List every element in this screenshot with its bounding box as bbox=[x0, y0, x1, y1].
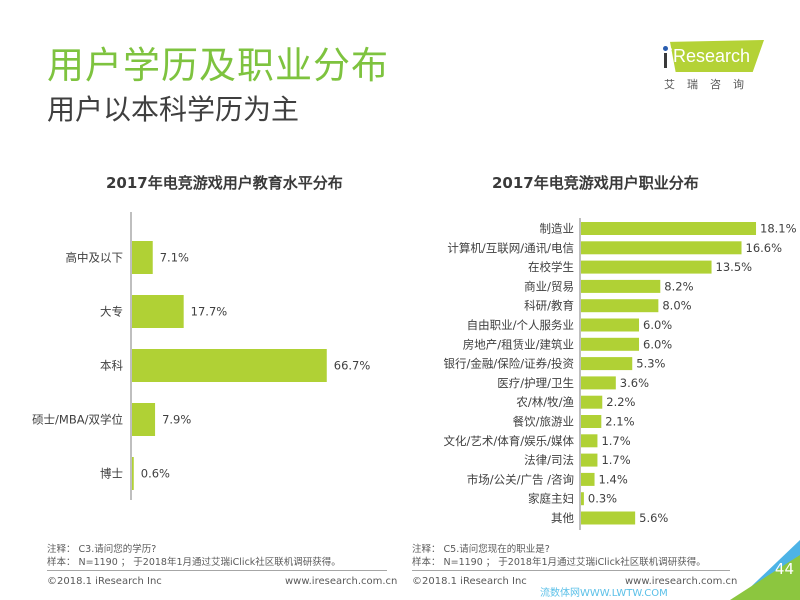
education-chart-title: 2017年电竞游戏用户教育水平分布 bbox=[106, 174, 343, 192]
occupation-bar bbox=[581, 260, 712, 274]
occupation-category-label: 其他 bbox=[551, 511, 574, 525]
occupation-category-label: 计算机/互联网/通讯/电信 bbox=[447, 241, 574, 255]
occupation-bar bbox=[581, 395, 603, 409]
footer-divider-right bbox=[412, 570, 730, 571]
occupation-value-label: 16.6% bbox=[746, 241, 783, 255]
footer-website-right[interactable]: www.iresearch.com.cn bbox=[625, 576, 738, 587]
footer-copyright-left: ©2018.1 iResearch Inc bbox=[47, 576, 162, 587]
occupation-value-label: 1.7% bbox=[601, 434, 630, 448]
occupation-bar bbox=[581, 222, 757, 235]
page-number: 44 bbox=[774, 560, 794, 578]
education-value-label: 66.7% bbox=[334, 359, 371, 373]
occupation-bar bbox=[581, 453, 598, 467]
occupation-category-label: 自由职业/个人服务业 bbox=[467, 318, 574, 332]
occupation-bar bbox=[581, 434, 598, 448]
logo-i-stem bbox=[664, 53, 667, 68]
education-value-label: 0.6% bbox=[141, 467, 170, 481]
occupation-category-label: 家庭主妇 bbox=[528, 492, 574, 506]
occupation-value-label: 5.3% bbox=[636, 357, 665, 371]
occupation-value-label: 5.6% bbox=[639, 511, 668, 525]
education-value-label: 7.9% bbox=[162, 413, 191, 427]
occupation-bar bbox=[581, 357, 633, 371]
occupation-category-label: 法律/司法 bbox=[524, 453, 574, 467]
occupation-value-label: 2.2% bbox=[606, 395, 635, 409]
occupation-category-label: 银行/金融/保险/证券/投资 bbox=[444, 357, 575, 371]
occupation-value-label: 3.6% bbox=[620, 376, 649, 390]
watermark-text: 流数体网WWW.LWTW.COM bbox=[540, 588, 668, 599]
occupation-category-label: 医疗/护理/卫生 bbox=[497, 376, 574, 390]
occupation-bar bbox=[581, 318, 640, 332]
occupation-value-label: 0.3% bbox=[588, 492, 617, 506]
iresearch-logo: iResearch 艾瑞咨询 bbox=[656, 40, 768, 96]
occupation-bar bbox=[581, 492, 584, 506]
occupation-bar bbox=[581, 299, 659, 313]
page-subtitle: 用户以本科学历为主 bbox=[47, 93, 300, 126]
logo-wordmark: iResearch bbox=[669, 46, 751, 66]
education-sample-line: 样本： N=1190 ； 于2018年1月通过艾瑞iClick社区联机调研获得。 bbox=[47, 557, 341, 568]
education-note: 注释： C3.请问您的学历? 样本： N=1190 ； 于2018年1月通过艾瑞… bbox=[47, 543, 341, 569]
education-category-label: 本科 bbox=[100, 359, 123, 373]
occupation-chart-title: 2017年电竞游戏用户职业分布 bbox=[492, 174, 699, 192]
footer-divider-left bbox=[47, 570, 387, 571]
occupation-note-line: 注释： C5.请问您现在的职业是? bbox=[412, 544, 550, 555]
page-title: 用户学历及职业分布 bbox=[47, 44, 389, 87]
education-note-line: 注释： C3.请问您的学历? bbox=[47, 544, 157, 555]
occupation-category-label: 餐饮/旅游业 bbox=[513, 415, 574, 429]
occupation-value-label: 8.2% bbox=[664, 279, 693, 293]
occupation-bar bbox=[581, 279, 661, 293]
education-value-label: 17.7% bbox=[191, 305, 228, 319]
education-bar bbox=[132, 241, 153, 274]
occupation-value-label: 1.7% bbox=[601, 453, 630, 467]
occupation-category-label: 科研/教育 bbox=[524, 299, 574, 313]
occupation-bar bbox=[581, 415, 602, 428]
logo-chinese: 艾瑞咨询 bbox=[664, 78, 756, 91]
education-bar bbox=[132, 457, 134, 490]
logo-dot-icon bbox=[663, 46, 668, 51]
footer-copyright-right: ©2018.1 iResearch Inc bbox=[412, 576, 527, 587]
occupation-category-label: 房地产/租赁业/建筑业 bbox=[463, 337, 574, 351]
occupation-bar bbox=[581, 337, 640, 351]
education-value-label: 7.1% bbox=[160, 251, 189, 265]
occupation-value-label: 18.1% bbox=[760, 222, 797, 236]
occupation-bar bbox=[581, 241, 742, 255]
occupation-bar bbox=[581, 511, 636, 525]
occupation-value-label: 2.1% bbox=[605, 415, 634, 429]
education-category-label: 大专 bbox=[100, 305, 123, 319]
occupation-value-label: 1.4% bbox=[599, 472, 628, 486]
occupation-value-label: 6.0% bbox=[643, 318, 672, 332]
occupation-bar bbox=[581, 472, 595, 486]
occupation-category-label: 市场/公关/广告 /咨询 bbox=[467, 472, 574, 486]
occupation-bar bbox=[581, 376, 616, 390]
occupation-category-label: 文化/艺术/体育/娱乐/媒体 bbox=[444, 434, 575, 448]
logo-plate bbox=[670, 40, 764, 72]
page-corner-decoration: 44 bbox=[730, 540, 800, 600]
occupation-category-label: 在校学生 bbox=[528, 260, 574, 274]
education-bar bbox=[132, 349, 327, 382]
education-bar bbox=[132, 295, 184, 328]
occupation-category-label: 农/林/牧/渔 bbox=[516, 395, 574, 409]
occupation-value-label: 6.0% bbox=[643, 337, 672, 351]
occupation-sample-line: 样本： N=1190 ； 于2018年1月通过艾瑞iClick社区联机调研获得。 bbox=[412, 557, 706, 568]
occupation-value-label: 13.5% bbox=[716, 260, 753, 274]
education-category-label: 高中及以下 bbox=[66, 251, 124, 265]
occupation-category-label: 商业/贸易 bbox=[524, 279, 574, 293]
footer-website-left[interactable]: www.iresearch.com.cn bbox=[285, 576, 398, 587]
occupation-value-label: 8.0% bbox=[662, 299, 691, 313]
education-category-label: 博士 bbox=[100, 467, 123, 481]
education-category-label: 硕士/MBA/双学位 bbox=[32, 413, 123, 427]
occupation-note: 注释： C5.请问您现在的职业是? 样本： N=1190 ； 于2018年1月通… bbox=[412, 543, 706, 569]
occupation-category-label: 制造业 bbox=[540, 222, 575, 236]
education-bar bbox=[132, 403, 156, 436]
